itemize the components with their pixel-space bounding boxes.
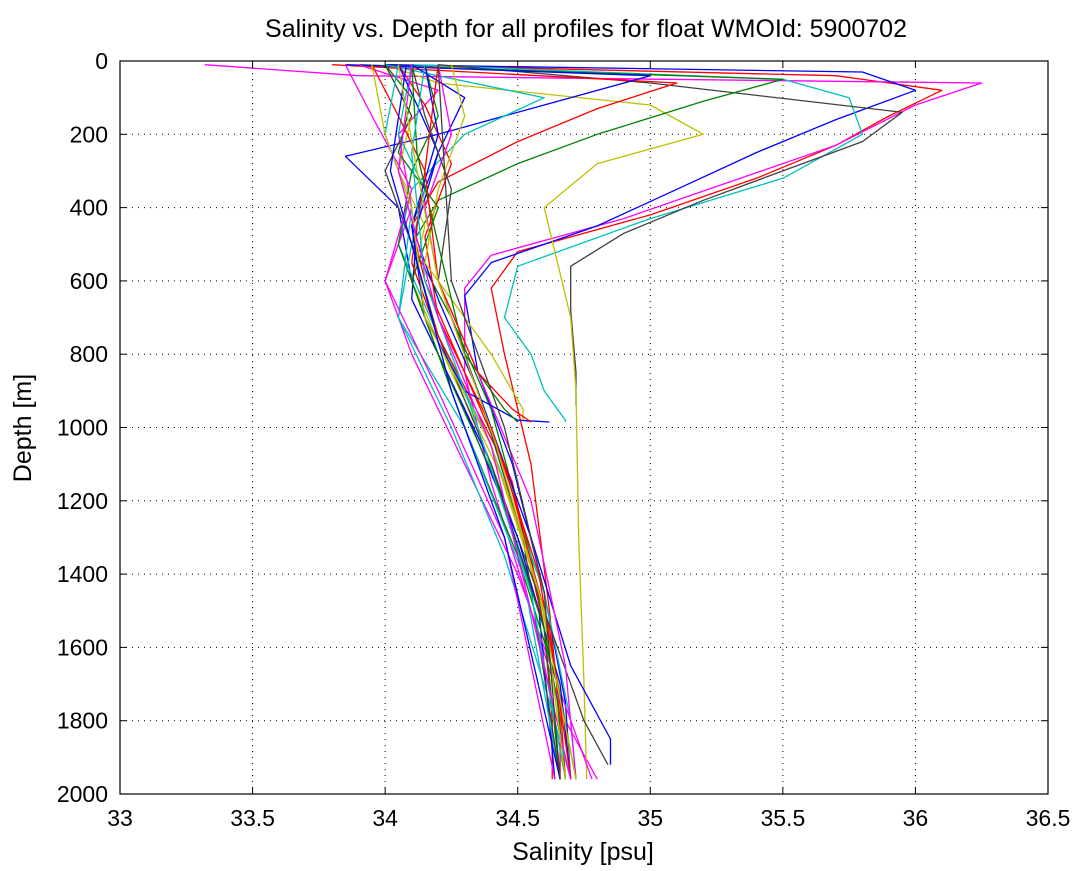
x-tick-label: 34 [372, 805, 398, 831]
salinity-profile-4 [411, 64, 864, 422]
y-tick-label: 800 [70, 341, 108, 367]
chart-title: Salinity vs. Depth for all profiles for … [265, 15, 907, 43]
salinity-profile-20 [424, 64, 532, 423]
salinity-profile-8 [332, 64, 678, 780]
salinity-profile-6 [384, 64, 704, 780]
salinity-profile-29 [424, 64, 532, 423]
y-tick-label: 1800 [57, 708, 108, 734]
salinity-profile-25 [344, 64, 556, 780]
salinity-profile-5 [438, 64, 903, 406]
y-tick-label: 1600 [57, 634, 108, 660]
salinity-profile-19 [397, 64, 572, 780]
salinity-profile-10 [384, 64, 577, 780]
salinity-profile-31 [411, 64, 567, 780]
y-tick-label: 2000 [57, 781, 108, 807]
x-tick-label: 33.5 [230, 805, 275, 831]
x-tick-label: 35.5 [760, 805, 805, 831]
y-tick-label: 1000 [57, 415, 108, 441]
x-axis-ticks: 33 33.5 34 34.5 35 35.5 36 36.5 [107, 61, 1070, 831]
salinity-profile-13 [411, 64, 612, 765]
y-axis-ticks: 0 200 400 600 800 1000 1200 1400 1600 1800 2000 [57, 48, 1048, 807]
y-tick-label: 1200 [57, 488, 108, 514]
x-tick-label: 33 [107, 805, 133, 831]
y-tick-label: 400 [70, 195, 108, 221]
y-tick-label: 1400 [57, 561, 108, 587]
x-tick-label: 36 [903, 805, 929, 831]
salinity-profile-34 [437, 64, 561, 780]
salinity-profile-2 [204, 64, 983, 780]
y-tick-label: 0 [95, 48, 108, 74]
x-axis-label: Salinity [psu] [512, 838, 654, 866]
grid-lines [120, 61, 1048, 794]
x-tick-label: 35 [637, 805, 663, 831]
x-tick-label: 34.5 [495, 805, 540, 831]
salinity-profile-32 [397, 64, 572, 780]
salinity-profile-30 [389, 64, 561, 780]
salinity-profile-28 [411, 64, 519, 423]
series-lines [204, 64, 983, 780]
salinity-profile-16 [384, 64, 609, 766]
salinity-profile-7 [358, 64, 784, 780]
y-axis-label: Depth [m] [9, 374, 37, 482]
salinity-profile-23 [411, 64, 550, 423]
x-tick-label: 36.5 [1026, 805, 1071, 831]
y-tick-label: 600 [70, 268, 108, 294]
y-tick-label: 200 [70, 121, 108, 147]
